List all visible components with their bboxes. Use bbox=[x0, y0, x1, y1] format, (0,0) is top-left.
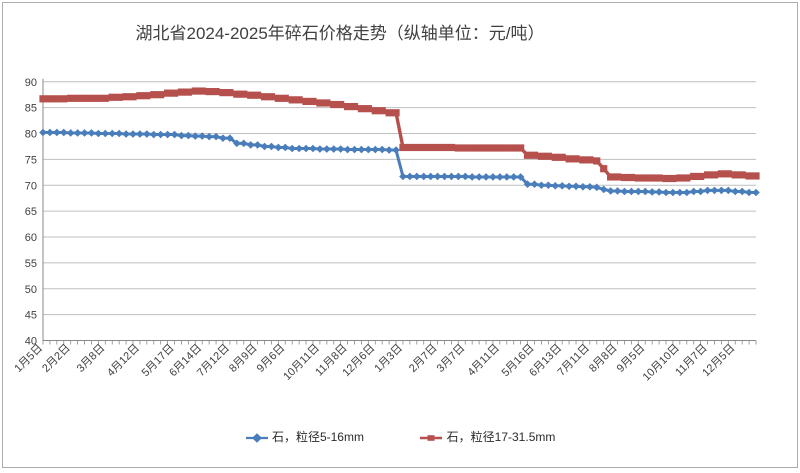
svg-text:2月2日: 2月2日 bbox=[40, 342, 73, 375]
svg-text:3月8日: 3月8日 bbox=[75, 342, 108, 375]
svg-text:45: 45 bbox=[25, 310, 37, 322]
svg-text:3月7日: 3月7日 bbox=[435, 342, 468, 375]
svg-text:1月3日: 1月3日 bbox=[372, 342, 405, 375]
svg-text:75: 75 bbox=[25, 154, 37, 166]
svg-text:70: 70 bbox=[25, 180, 37, 192]
svg-text:9月6日: 9月6日 bbox=[255, 342, 288, 375]
svg-text:55: 55 bbox=[25, 258, 37, 270]
svg-text:8月9日: 8月9日 bbox=[227, 342, 260, 375]
svg-text:4月11日: 4月11日 bbox=[466, 342, 502, 378]
svg-text:10月10日: 10月10日 bbox=[641, 342, 682, 383]
svg-text:8月8日: 8月8日 bbox=[587, 342, 620, 375]
svg-text:9月5日: 9月5日 bbox=[615, 342, 648, 375]
svg-text:2月7日: 2月7日 bbox=[407, 342, 440, 375]
svg-text:85: 85 bbox=[25, 103, 37, 115]
svg-text:90: 90 bbox=[25, 77, 37, 89]
svg-text:10月11日: 10月11日 bbox=[281, 342, 322, 383]
svg-text:60: 60 bbox=[25, 232, 37, 244]
svg-text:65: 65 bbox=[25, 206, 37, 218]
svg-text:50: 50 bbox=[25, 284, 37, 296]
svg-text:80: 80 bbox=[25, 129, 37, 141]
svg-text:4月12日: 4月12日 bbox=[105, 342, 142, 379]
